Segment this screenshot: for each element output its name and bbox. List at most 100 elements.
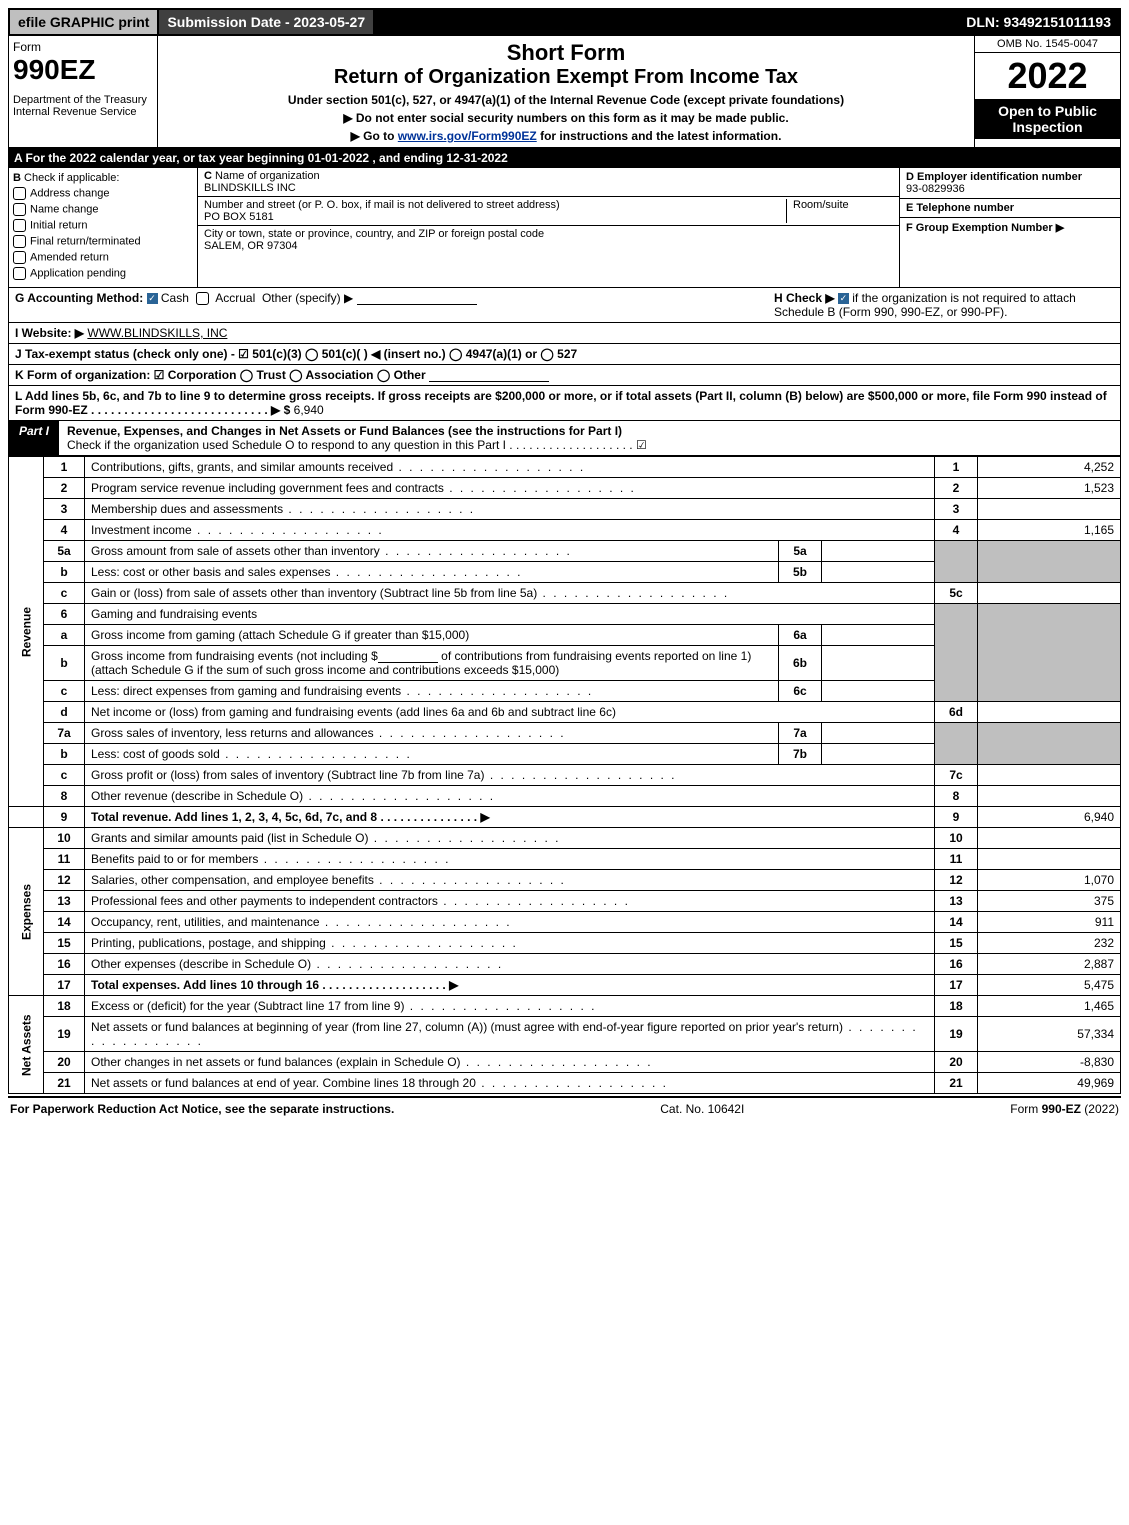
- submission-date-button[interactable]: Submission Date - 2023-05-27: [159, 10, 375, 34]
- line-sub-no: 6a: [779, 625, 822, 646]
- line-11: 11 Benefits paid to or for members 11: [9, 849, 1121, 870]
- efile-print-button[interactable]: efile GRAPHIC print: [10, 10, 159, 34]
- row-group-exemption: F Group Exemption Number ▶: [900, 218, 1120, 237]
- check-label: Amended return: [30, 251, 109, 263]
- part1-header: Part I Revenue, Expenses, and Changes in…: [8, 421, 1121, 456]
- line-desc: Grants and similar amounts paid (list in…: [91, 831, 560, 845]
- line-val: [978, 765, 1121, 786]
- line-2: 2 Program service revenue including gove…: [9, 478, 1121, 499]
- side-netassets: Net Assets: [9, 996, 44, 1094]
- city-label: City or town, state or province, country…: [204, 228, 544, 240]
- subtitle-goto: ▶ Go to www.irs.gov/Form990EZ for instru…: [162, 129, 970, 143]
- goto-post: for instructions and the latest informat…: [537, 129, 782, 143]
- line-val: 2,887: [978, 954, 1121, 975]
- line-val: 1,465: [978, 996, 1121, 1017]
- line-rno: 10: [935, 828, 978, 849]
- line-sub-val: [822, 562, 935, 583]
- line-16: 16 Other expenses (describe in Schedule …: [9, 954, 1121, 975]
- line-val: -8,830: [978, 1052, 1121, 1073]
- line-12: 12 Salaries, other compensation, and emp…: [9, 870, 1121, 891]
- line-10: Expenses 10 Grants and similar amounts p…: [9, 828, 1121, 849]
- line-desc: Program service revenue including govern…: [91, 481, 636, 495]
- line-rno: 7c: [935, 765, 978, 786]
- desc-pre: Gross income from fundraising events (no…: [91, 649, 378, 663]
- check-initial-return[interactable]: Initial return: [13, 219, 193, 232]
- c-label: C: [204, 170, 212, 182]
- line-val: 57,334: [978, 1017, 1121, 1052]
- line-no: 21: [44, 1073, 85, 1094]
- b-label: B: [13, 172, 21, 184]
- row-a-calendar-year: A For the 2022 calendar year, or tax yea…: [8, 148, 1121, 168]
- part1-sub: Check if the organization used Schedule …: [67, 438, 647, 452]
- line-sub-no: 7a: [779, 723, 822, 744]
- g-cash: Cash: [161, 291, 189, 305]
- line-desc: Less: direct expenses from gaming and fu…: [91, 684, 593, 698]
- k-text: K Form of organization: ☑ Corporation ◯ …: [15, 368, 426, 382]
- check-amended-return[interactable]: Amended return: [13, 251, 193, 264]
- street-value: PO BOX 5181: [204, 211, 274, 223]
- line-18: Net Assets 18 Excess or (deficit) for th…: [9, 996, 1121, 1017]
- line-no: 3: [44, 499, 85, 520]
- website-value: WWW.BLINDSKILLS, INC: [87, 326, 227, 340]
- footer-right-pre: Form: [1010, 1102, 1041, 1116]
- line-val: 375: [978, 891, 1121, 912]
- header-left: Form 990EZ Department of the Treasury In…: [9, 36, 158, 147]
- check-name-change[interactable]: Name change: [13, 203, 193, 216]
- check-label: Name change: [30, 203, 99, 215]
- footer-left: For Paperwork Reduction Act Notice, see …: [10, 1102, 394, 1116]
- line-no: d: [44, 702, 85, 723]
- irs-link[interactable]: www.irs.gov/Form990EZ: [398, 129, 537, 143]
- line-desc: Total revenue. Add lines 1, 2, 3, 4, 5c,…: [85, 807, 935, 828]
- line-no: 11: [44, 849, 85, 870]
- line-no: c: [44, 681, 85, 702]
- line-rno: 1: [935, 457, 978, 478]
- check-label: Address change: [30, 187, 110, 199]
- subtitle-section: Under section 501(c), 527, or 4947(a)(1)…: [162, 93, 970, 107]
- line-sub-val: [822, 681, 935, 702]
- city-value: SALEM, OR 97304: [204, 240, 298, 252]
- line-5a: 5a Gross amount from sale of assets othe…: [9, 541, 1121, 562]
- form-label: Form: [13, 40, 153, 54]
- line-rno: 16: [935, 954, 978, 975]
- line-20: 20 Other changes in net assets or fund b…: [9, 1052, 1121, 1073]
- shaded-cell: [978, 604, 1121, 702]
- line-sub-no: 7b: [779, 744, 822, 765]
- line-no: 9: [44, 807, 85, 828]
- line-7a: 7a Gross sales of inventory, less return…: [9, 723, 1121, 744]
- line-rno: 14: [935, 912, 978, 933]
- row-gh: G Accounting Method: ✓ Cash Accrual Othe…: [8, 288, 1121, 323]
- row-k: K Form of organization: ☑ Corporation ◯ …: [8, 365, 1121, 386]
- check-final-return[interactable]: Final return/terminated: [13, 235, 193, 248]
- line-rno: 3: [935, 499, 978, 520]
- line-sub-val: [822, 541, 935, 562]
- line-8: 8 Other revenue (describe in Schedule O)…: [9, 786, 1121, 807]
- top-bar-left: efile GRAPHIC print Submission Date - 20…: [10, 10, 375, 34]
- line-desc: Less: cost of goods sold: [91, 747, 412, 761]
- line-desc: Printing, publications, postage, and shi…: [91, 936, 518, 950]
- line-no: 12: [44, 870, 85, 891]
- side-revenue: Revenue: [9, 457, 44, 807]
- line-sub-no: 6c: [779, 681, 822, 702]
- line-13: 13 Professional fees and other payments …: [9, 891, 1121, 912]
- line-rno: 9: [935, 807, 978, 828]
- title-return: Return of Organization Exempt From Incom…: [162, 66, 970, 89]
- check-address-change[interactable]: Address change: [13, 187, 193, 200]
- line-desc: Contributions, gifts, grants, and simila…: [91, 460, 585, 474]
- line-val: 1,523: [978, 478, 1121, 499]
- line-desc: Net assets or fund balances at end of ye…: [91, 1076, 668, 1090]
- checkbox-icon: [13, 203, 26, 216]
- check-application-pending[interactable]: Application pending: [13, 267, 193, 280]
- side-expenses: Expenses: [9, 828, 44, 996]
- row-h: H Check ▶ ✓ if the organization is not r…: [774, 291, 1114, 319]
- lines-table: Revenue 1 Contributions, gifts, grants, …: [8, 456, 1121, 1094]
- line-no: 15: [44, 933, 85, 954]
- blank-line: [357, 304, 477, 305]
- shaded-cell: [935, 604, 978, 702]
- line-desc: Gain or (loss) from sale of assets other…: [91, 586, 729, 600]
- line-desc: Gross amount from sale of assets other t…: [91, 544, 572, 558]
- checkbox-icon: [13, 251, 26, 264]
- goto-pre: ▶ Go to: [351, 129, 398, 143]
- line-rno: 2: [935, 478, 978, 499]
- line-val: 5,475: [978, 975, 1121, 996]
- checkbox-icon: [13, 235, 26, 248]
